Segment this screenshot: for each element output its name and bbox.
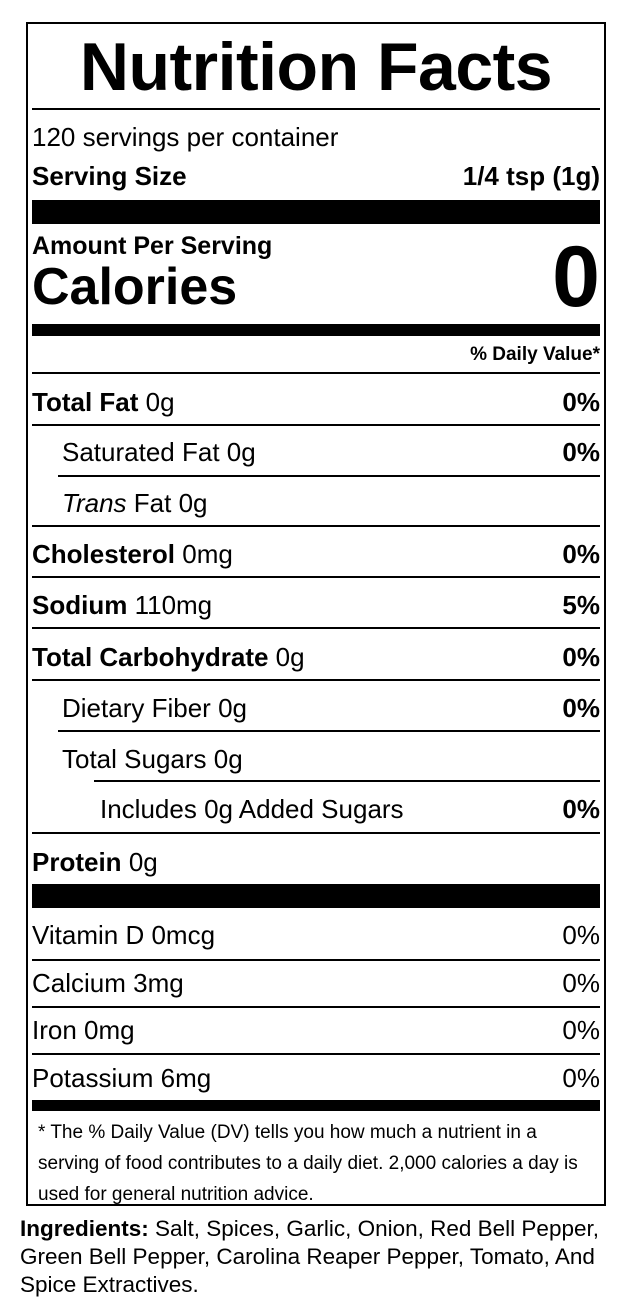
rule-thin [32,424,600,426]
nutrient-row-cholesterol: Cholesterol 0mg 0% [32,539,600,569]
nutrient-dv: 0% [562,387,600,417]
nutrient-amount: 110mg [134,590,213,620]
nutrition-facts-label: Nutrition Facts 120 servings per contain… [26,22,606,1206]
rule-thin [32,1053,600,1055]
vitamin-row: Potassium 6mg 0% [32,1063,600,1093]
vitamin-row: Calcium 3mg 0% [32,968,600,998]
nutrient-dv: 0% [562,794,600,824]
nutrient-amount: 0g [275,642,305,672]
rule-thin [32,627,600,629]
rule-thin [58,730,600,732]
nutrient-name: Dietary Fiber [62,693,211,723]
rule-thin [58,475,600,477]
nutrient-name: Total Carbohydrate [32,642,269,672]
nutrient-row-added-sugars: Includes 0g Added Sugars 0% [32,794,600,824]
rule-thin [32,959,600,961]
vitamin-row: Vitamin D 0mcg 0% [32,920,600,950]
nutrient-dv: 0% [562,437,600,467]
rule-thin [32,1006,600,1008]
rule-thin [32,108,600,110]
rule-thin [32,576,600,578]
nutrient-name: Saturated Fat [62,437,220,467]
nutrient-name: Total Sugars [62,744,207,774]
nutrient-amount: 0g [226,437,256,467]
serving-size-row: Serving Size 1/4 tsp (1g) [32,161,600,191]
nutrient-name: Sodium [32,590,128,620]
nutrient-name-suffix: Fat [133,488,172,518]
vitamin-dv: 0% [562,968,600,998]
nutrient-row-dietary-fiber: Dietary Fiber 0g 0% [32,693,600,723]
vitamin-name: Calcium 3mg [32,968,184,998]
amount-per-serving: Amount Per Serving [32,232,273,260]
nutrient-dv: 0% [562,693,600,723]
vitamin-name: Potassium 6mg [32,1063,212,1093]
nutrient-amount: 0g [213,744,243,774]
vitamin-name: Vitamin D 0mcg [32,920,216,950]
rule-thick [32,200,600,224]
nutrient-name: Trans [62,488,127,518]
serving-size-label: Serving Size [32,161,187,191]
nutrient-amount: 0mg [182,539,233,569]
vitamin-dv: 0% [562,1063,600,1093]
rule-medium [32,324,600,336]
nutrient-dv: 0% [562,539,600,569]
nutrient-name: Cholesterol [32,539,176,569]
nutrient-row-trans-fat: Trans Fat 0g [32,488,600,518]
nutrient-dv: 5% [562,590,600,620]
nutrient-dv: 0% [562,642,600,672]
rule-thin [32,525,600,527]
nutrient-name: Includes 0g Added Sugars [100,794,404,824]
vitamin-row: Iron 0mg 0% [32,1015,600,1045]
serving-size-value: 1/4 tsp (1g) [462,161,600,191]
rule-thin [32,832,600,834]
calories-value: 0 [552,229,600,325]
nutrient-row-total-sugars: Total Sugars 0g [32,744,600,774]
footnote: * The % Daily Value (DV) tells you how m… [38,1122,578,1205]
rule-thin [32,679,600,681]
ingredients-text: Salt, Spices, Garlic, Onion, Red Bell Pe… [20,1216,599,1297]
ingredients-label: Ingredients: [20,1216,149,1241]
vitamin-dv: 0% [562,1015,600,1045]
nutrient-amount: 0g [218,693,247,723]
nutrient-name: Protein [32,847,122,877]
nutrient-row-total-carbohydrate: Total Carbohydrate 0g 0% [32,642,600,672]
rule-medium [32,1100,600,1111]
ingredients-statement: Ingredients: Salt, Spices, Garlic, Onion… [20,1215,620,1299]
label-content: Nutrition Facts 120 servings per contain… [32,24,600,1205]
vitamin-dv: 0% [562,920,600,950]
servings-per-container: 120 servings per container [32,122,339,152]
label-title: Nutrition Facts [79,29,553,105]
nutrient-amount: 0g [128,847,158,877]
rule-thick [32,884,600,908]
nutrient-row-sodium: Sodium 110mg 5% [32,590,600,620]
nutrient-amount: 0g [145,387,175,417]
nutrient-row-protein: Protein 0g [32,847,600,877]
rule-thin [32,372,600,374]
rule-thin [94,780,600,782]
vitamin-name: Iron 0mg [32,1015,135,1045]
nutrient-row-saturated-fat: Saturated Fat 0g 0% [32,437,600,467]
nutrient-row-total-fat: Total Fat 0g 0% [32,387,600,417]
daily-value-header: % Daily Value* [470,344,600,365]
nutrient-amount: 0g [178,488,208,518]
nutrient-name: Total Fat [32,387,139,417]
calories-label: Calories [32,258,238,316]
